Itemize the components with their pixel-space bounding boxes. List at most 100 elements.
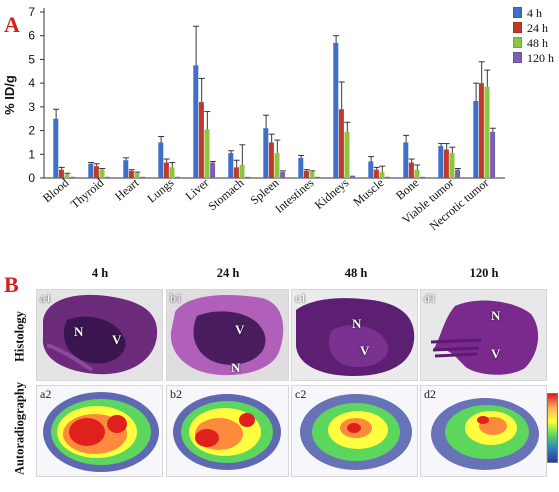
necrotic-region-mark: N <box>352 316 362 331</box>
y-tick-label: 6 <box>28 29 35 43</box>
legend-swatch <box>513 7 522 18</box>
histology-tissue-120h <box>430 300 539 375</box>
bar <box>309 172 315 178</box>
bar <box>473 100 479 178</box>
bar <box>53 118 59 178</box>
bar <box>443 149 449 178</box>
x-tick-label: Bone <box>393 176 421 203</box>
tile-tag-c1: c1 <box>295 291 307 305</box>
panel-b-letter: B <box>4 272 19 297</box>
bar <box>88 163 94 178</box>
tile-tag-c2: c2 <box>295 387 307 401</box>
y-axis-label: % ID/g <box>2 75 17 115</box>
bar <box>245 176 251 178</box>
bar <box>93 166 99 178</box>
y-tick-label: 5 <box>28 52 35 66</box>
autoradiography-image-24h: b2 <box>166 385 289 477</box>
bar <box>303 170 309 178</box>
bar <box>490 131 496 178</box>
bar <box>123 160 129 178</box>
autoradiography-signal-120h <box>431 398 539 470</box>
x-tick-label: Heart <box>112 175 142 203</box>
bar <box>315 176 321 178</box>
tile-tag-b2: b2 <box>170 387 182 401</box>
bar <box>268 142 274 178</box>
bar <box>158 142 164 178</box>
chart-axes: 0 1 2 3 4 5 6 7 % ID/g <box>2 5 505 185</box>
histology-image-24h: b1 V N <box>166 289 289 381</box>
viable-region-mark: V <box>360 343 370 358</box>
bar <box>408 162 414 178</box>
chart-legend: 4 h 24 h 48 h 120 h <box>513 6 554 66</box>
bar <box>193 65 199 178</box>
bar <box>99 169 105 178</box>
bar <box>338 109 344 178</box>
bar <box>385 176 391 178</box>
viable-region-mark: V <box>491 346 501 361</box>
bar <box>210 162 216 178</box>
bar <box>204 129 210 178</box>
autoradiography-image-4h: a2 <box>36 385 163 477</box>
bar <box>373 169 379 178</box>
row-label-autoradiography: Autoradiography <box>12 381 27 476</box>
legend-item: 24 h <box>513 21 554 36</box>
bar <box>414 169 420 178</box>
y-tick-label: 7 <box>28 5 35 19</box>
bar <box>274 153 280 178</box>
timepoint-label-24h: 24 h <box>216 266 240 280</box>
legend-swatch <box>513 37 522 48</box>
x-tick-label: Liver <box>183 176 212 203</box>
panel-a-letter: A <box>4 12 20 37</box>
bar <box>449 153 455 178</box>
y-tick-label: 3 <box>28 100 35 114</box>
bar <box>420 176 426 178</box>
chart-bars <box>53 25 496 179</box>
bar <box>263 128 269 178</box>
tile-tag-a1: a1 <box>40 291 52 305</box>
y-tick-label: 4 <box>28 76 35 90</box>
intensity-color-scale <box>547 393 558 463</box>
bar <box>239 164 245 178</box>
x-tick-label: Muscle <box>350 176 386 209</box>
legend-label: 4 h <box>527 6 542 20</box>
histology-image-4h: a1 N V <box>36 289 163 381</box>
bar <box>484 86 490 178</box>
bar <box>344 131 350 178</box>
tile-tag-d2: d2 <box>424 387 436 401</box>
bar <box>134 173 140 178</box>
bar <box>298 157 304 178</box>
bar <box>169 167 175 178</box>
bar <box>163 162 169 178</box>
bar <box>280 172 286 178</box>
x-tick-label: Intestines <box>272 175 316 215</box>
x-tick-label: Stomach <box>205 176 246 214</box>
viable-region-mark: V <box>235 322 245 337</box>
bar <box>58 169 64 178</box>
bar <box>64 174 70 178</box>
necrotic-region-mark: N <box>491 308 501 323</box>
necrotic-region-mark: N <box>74 324 84 339</box>
bar <box>438 145 444 178</box>
necrotic-region-mark: N <box>231 360 241 375</box>
tile-tag-d1: d1 <box>424 291 436 305</box>
bar <box>128 170 134 178</box>
bar <box>140 176 146 178</box>
bar <box>70 176 76 178</box>
bar <box>350 175 356 178</box>
legend-swatch <box>513 52 522 63</box>
tile-tag-b1: b1 <box>170 291 182 305</box>
y-tick-label: 1 <box>28 147 35 161</box>
x-tick-label: Thyroid <box>68 176 107 212</box>
legend-item: 4 h <box>513 6 554 21</box>
legend-label: 120 h <box>527 51 554 65</box>
timepoint-label-120h: 120 h <box>469 266 499 280</box>
autoradiography-signal-4h <box>43 392 159 472</box>
bar <box>478 83 484 178</box>
tile-tag-a2: a2 <box>40 387 52 401</box>
bar <box>333 42 339 179</box>
viable-region-mark: V <box>112 332 122 347</box>
histology-tissue-48h <box>296 298 415 376</box>
histology-image-120h: d1 N V <box>420 289 547 381</box>
legend-label: 24 h <box>527 21 548 35</box>
bar <box>175 176 181 178</box>
